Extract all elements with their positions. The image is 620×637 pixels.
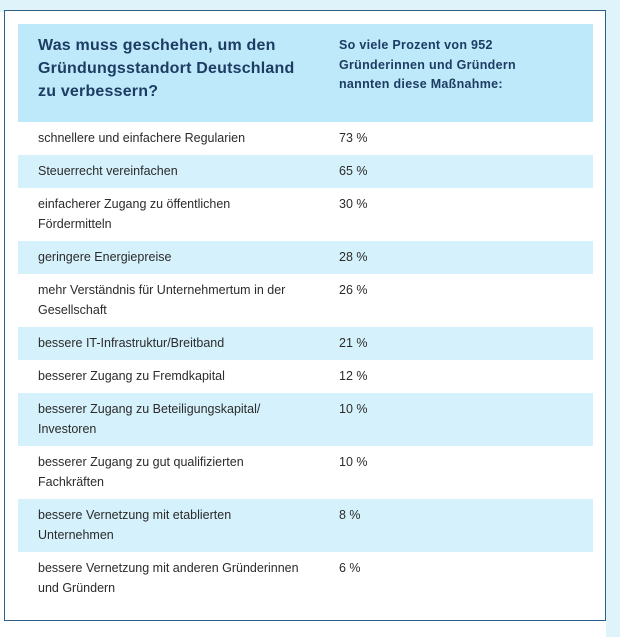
- percent-value: 73 %: [339, 131, 368, 145]
- survey-frame: Was muss geschehen, um den Gründungsstan…: [4, 10, 606, 621]
- measure-cell: besserer Zugang zu Beteiligungskapital/ …: [18, 393, 329, 446]
- question-line: zu verbessern?: [38, 83, 159, 100]
- percent-value: 28 %: [339, 250, 368, 264]
- measure-cell: besserer Zugang zu Fremdkapital: [18, 360, 329, 393]
- measure-label: bessere IT-Infrastruktur/Breitband: [38, 336, 225, 350]
- measure-label: Gesellschaft: [38, 303, 107, 317]
- measure-cell: bessere IT-Infrastruktur/Breitband: [18, 327, 329, 360]
- measure-label: Fachkräften: [38, 475, 105, 489]
- measure-label: Unternehmen: [38, 528, 114, 542]
- table-row: mehr Verständnis für Unternehmertum in d…: [18, 274, 593, 327]
- measure-cell: bessere Vernetzung mit anderen Gründerin…: [18, 552, 329, 605]
- measure-label: bessere Vernetzung mit etablierten: [38, 508, 232, 522]
- measure-label: besserer Zugang zu Beteiligungskapital/: [38, 402, 261, 416]
- percent-value: 26 %: [339, 283, 368, 297]
- percent-value: 65 %: [339, 164, 368, 178]
- measure-label: einfacherer Zugang zu öffentlichen: [38, 197, 231, 211]
- measure-label: Investoren: [38, 422, 97, 436]
- background-band-top: [0, 0, 620, 12]
- table-row: besserer Zugang zu Beteiligungskapital/ …: [18, 393, 593, 446]
- measure-label: mehr Verständnis für Unternehmertum in d…: [38, 283, 286, 297]
- table-row: bessere Vernetzung mit etablierten Unter…: [18, 499, 593, 552]
- question-line: Was muss geschehen, um den: [38, 37, 276, 54]
- measure-cell: einfacherer Zugang zu öffentlichen Förde…: [18, 188, 329, 241]
- measure-label: besserer Zugang zu gut qualifizierten: [38, 455, 244, 469]
- measure-label: bessere Vernetzung mit anderen Gründerin…: [38, 561, 299, 575]
- percent-value: 10 %: [339, 402, 368, 416]
- background-band-right: [606, 0, 620, 637]
- measure-cell: besserer Zugang zu gut qualifizierten Fa…: [18, 446, 329, 499]
- measure-cell: Steuerrecht vereinfachen: [18, 155, 329, 188]
- percent-value: 21 %: [339, 336, 368, 350]
- survey-table: Was muss geschehen, um den Gründungsstan…: [18, 24, 593, 605]
- table-row: einfacherer Zugang zu öffentlichen Förde…: [18, 188, 593, 241]
- percentage-heading-line: nannten diese Maßnahme:: [339, 77, 503, 91]
- question-line: Gründungsstandort Deutschland: [38, 60, 295, 77]
- table-row: besserer Zugang zu gut qualifizierten Fa…: [18, 446, 593, 499]
- percent-value: 8 %: [339, 508, 361, 522]
- table-header: Was muss geschehen, um den Gründungsstan…: [18, 24, 593, 122]
- percent-value: 12 %: [339, 369, 368, 383]
- measure-label: besserer Zugang zu Fremdkapital: [38, 369, 225, 383]
- table-row: geringere Energiepreise 28 %: [18, 241, 593, 274]
- measure-cell: schnellere und einfachere Regularien: [18, 122, 329, 155]
- question-heading: Was muss geschehen, um den Gründungsstan…: [18, 24, 329, 122]
- table-row: bessere Vernetzung mit anderen Gründerin…: [18, 552, 593, 605]
- percent-value: 6 %: [339, 561, 361, 575]
- measure-label: schnellere und einfachere Regularien: [38, 131, 246, 145]
- percentage-heading-line: So viele Prozent von 952: [339, 38, 493, 52]
- table-row: bessere IT-Infrastruktur/Breitband 21 %: [18, 327, 593, 360]
- percentage-heading-line: Gründerinnen und Gründern: [339, 57, 516, 72]
- measure-cell: mehr Verständnis für Unternehmertum in d…: [18, 274, 329, 327]
- percentage-heading: So viele Prozent von 952 Gründerinnen un…: [329, 24, 593, 122]
- measure-label: Steuerrecht vereinfachen: [38, 164, 178, 178]
- table-row: besserer Zugang zu Fremdkapital 12 %: [18, 360, 593, 393]
- percent-value: 30 %: [339, 197, 368, 211]
- table-row: Steuerrecht vereinfachen 65 %: [18, 155, 593, 188]
- table-row: schnellere und einfachere Regularien 73 …: [18, 122, 593, 155]
- measure-cell: bessere Vernetzung mit etablierten Unter…: [18, 499, 329, 552]
- measure-cell: geringere Energiepreise: [18, 241, 329, 274]
- measure-label: geringere Energiepreise: [38, 250, 172, 264]
- measure-label: und Gründern: [38, 581, 116, 595]
- measure-label: Fördermitteln: [38, 217, 112, 231]
- percent-value: 10 %: [339, 455, 368, 469]
